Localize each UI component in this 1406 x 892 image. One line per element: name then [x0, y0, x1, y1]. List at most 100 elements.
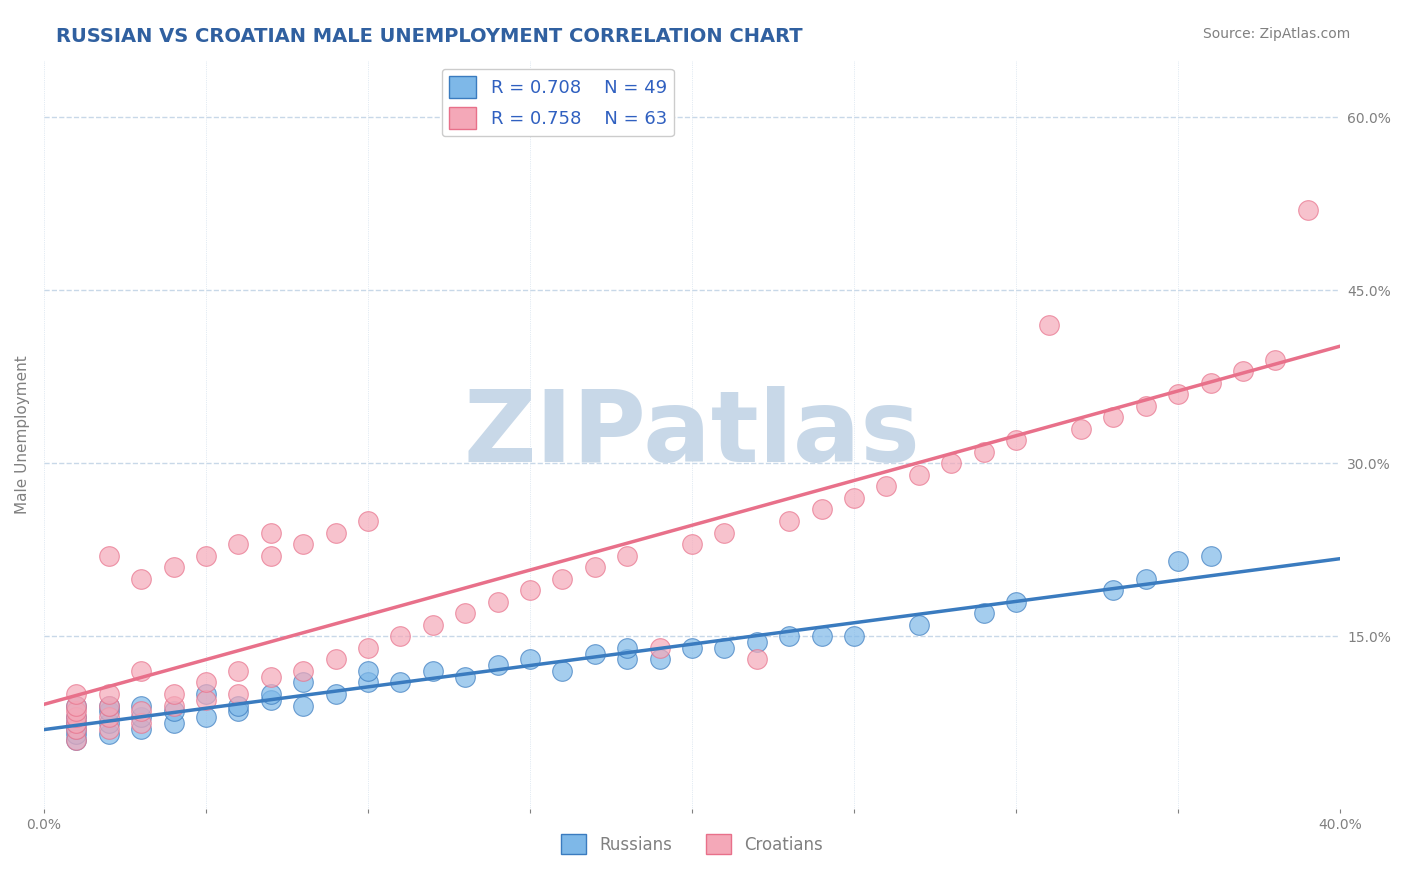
Point — [97, 722, 120, 736]
Point — [292, 664, 315, 678]
Point — [228, 664, 250, 678]
Point — [583, 560, 606, 574]
Point — [1167, 554, 1189, 568]
Point — [65, 698, 87, 713]
Point — [260, 525, 283, 540]
Point — [454, 607, 477, 621]
Point — [97, 710, 120, 724]
Point — [842, 491, 865, 505]
Point — [228, 704, 250, 718]
Point — [97, 698, 120, 713]
Point — [357, 514, 380, 528]
Point — [616, 640, 638, 655]
Point — [1296, 202, 1319, 217]
Point — [616, 549, 638, 563]
Point — [129, 710, 152, 724]
Point — [65, 710, 87, 724]
Point — [97, 549, 120, 563]
Point — [810, 629, 832, 643]
Point — [194, 693, 217, 707]
Point — [551, 664, 574, 678]
Point — [1005, 434, 1028, 448]
Point — [486, 658, 509, 673]
Point — [454, 670, 477, 684]
Point — [194, 549, 217, 563]
Y-axis label: Male Unemployment: Male Unemployment — [15, 355, 30, 514]
Point — [875, 479, 897, 493]
Point — [973, 444, 995, 458]
Point — [129, 572, 152, 586]
Point — [65, 715, 87, 730]
Point — [194, 675, 217, 690]
Point — [129, 722, 152, 736]
Point — [129, 715, 152, 730]
Point — [681, 537, 703, 551]
Point — [1135, 572, 1157, 586]
Point — [973, 607, 995, 621]
Point — [583, 647, 606, 661]
Point — [292, 698, 315, 713]
Point — [97, 687, 120, 701]
Point — [616, 652, 638, 666]
Point — [162, 715, 184, 730]
Point — [519, 652, 541, 666]
Point — [713, 525, 735, 540]
Point — [129, 698, 152, 713]
Point — [908, 467, 931, 482]
Point — [325, 525, 347, 540]
Point — [260, 670, 283, 684]
Point — [778, 629, 800, 643]
Text: Source: ZipAtlas.com: Source: ZipAtlas.com — [1202, 27, 1350, 41]
Point — [745, 635, 768, 649]
Point — [1167, 387, 1189, 401]
Point — [681, 640, 703, 655]
Point — [325, 652, 347, 666]
Point — [551, 572, 574, 586]
Point — [519, 583, 541, 598]
Point — [778, 514, 800, 528]
Point — [745, 652, 768, 666]
Point — [1102, 410, 1125, 425]
Point — [65, 710, 87, 724]
Point — [1199, 376, 1222, 390]
Point — [357, 664, 380, 678]
Point — [260, 687, 283, 701]
Point — [422, 664, 444, 678]
Point — [97, 704, 120, 718]
Point — [1070, 422, 1092, 436]
Point — [260, 549, 283, 563]
Point — [97, 715, 120, 730]
Point — [810, 502, 832, 516]
Point — [357, 675, 380, 690]
Point — [908, 617, 931, 632]
Point — [162, 698, 184, 713]
Point — [129, 664, 152, 678]
Point — [65, 733, 87, 747]
Point — [65, 698, 87, 713]
Point — [422, 617, 444, 632]
Point — [486, 595, 509, 609]
Point — [162, 687, 184, 701]
Point — [228, 537, 250, 551]
Point — [648, 640, 671, 655]
Point — [65, 704, 87, 718]
Point — [1005, 595, 1028, 609]
Point — [648, 652, 671, 666]
Point — [1038, 318, 1060, 332]
Point — [129, 704, 152, 718]
Point — [194, 687, 217, 701]
Point — [65, 722, 87, 736]
Point — [357, 640, 380, 655]
Point — [194, 710, 217, 724]
Point — [842, 629, 865, 643]
Point — [292, 675, 315, 690]
Point — [65, 727, 87, 741]
Point — [292, 537, 315, 551]
Point — [1232, 364, 1254, 378]
Point — [325, 687, 347, 701]
Point — [941, 456, 963, 470]
Point — [389, 675, 412, 690]
Point — [65, 733, 87, 747]
Point — [97, 727, 120, 741]
Point — [162, 560, 184, 574]
